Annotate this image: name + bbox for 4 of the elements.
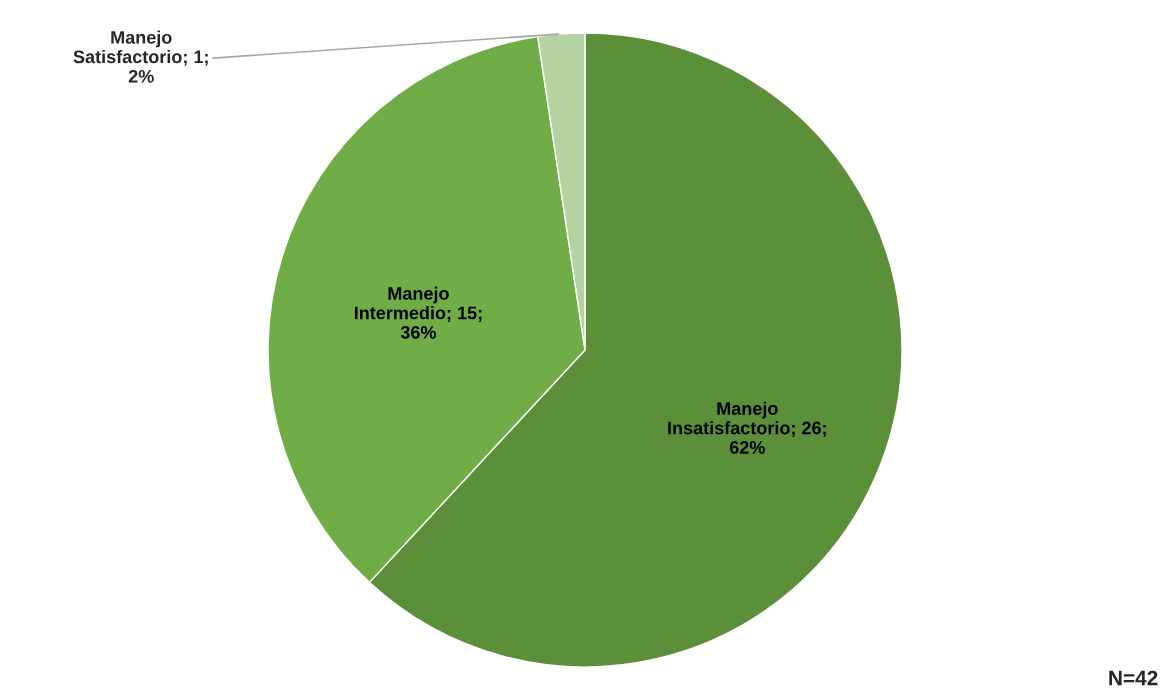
slice-label: Manejo Satisfactorio; 1; 2% xyxy=(73,30,208,83)
slice-label: Manejo Insatisfactorio; 26; 62% xyxy=(668,401,826,454)
slice-label: Manejo Intermedio; 15; 36% xyxy=(354,286,482,339)
text: N=42 xyxy=(1109,670,1158,686)
